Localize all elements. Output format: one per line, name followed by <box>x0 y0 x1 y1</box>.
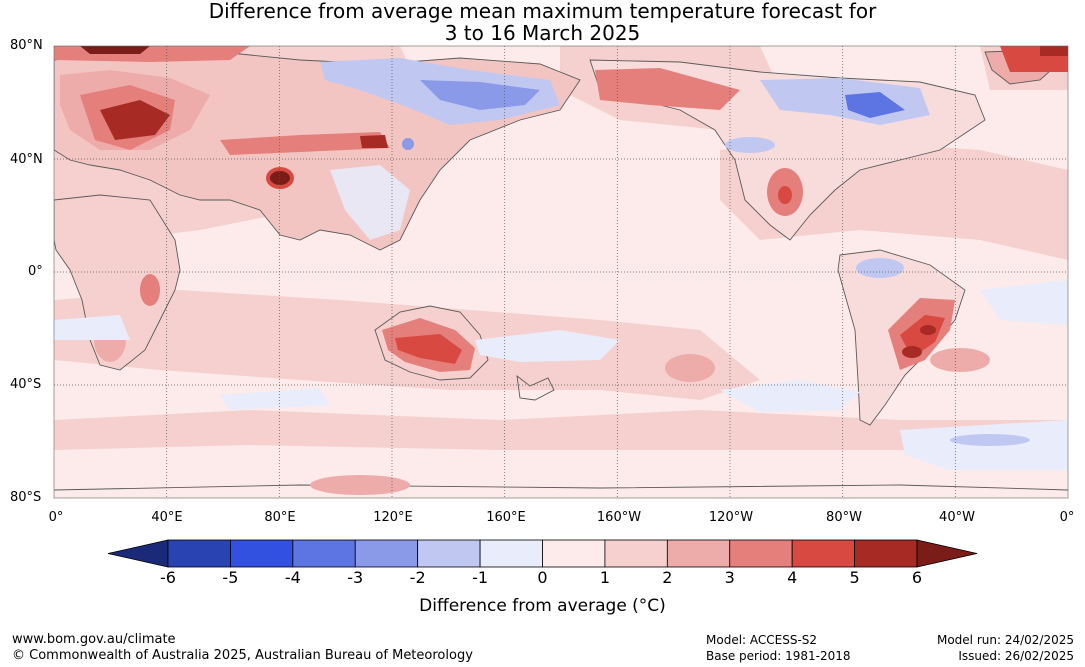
colorbar-tick-label: -4 <box>284 568 301 587</box>
colorbar-tick-label: -2 <box>409 568 426 587</box>
colorbar-swatch <box>479 539 543 568</box>
colorbar-label: Difference from average (°C) <box>419 596 666 616</box>
colorbar-extend-low <box>107 539 169 568</box>
colorbar-tick-label: 5 <box>849 568 860 587</box>
colorbar-tick-label: -3 <box>347 568 364 587</box>
lon-label-40w: 40°W <box>939 510 975 525</box>
colorbar-swatch <box>666 539 731 568</box>
anomaly-field <box>54 46 1068 495</box>
graticule <box>54 46 1068 498</box>
colorbar-tick-label: 0 <box>537 568 548 587</box>
lon-label-80w: 80°W <box>826 510 862 525</box>
lat-label-40s: 40°S <box>10 377 42 392</box>
copyright-text: © Commonwealth of Australia 2025, Austra… <box>12 648 473 663</box>
colorbar-tick-label: 1 <box>599 568 610 587</box>
colorbar-swatch <box>542 539 606 568</box>
colorbar-tick-label: 4 <box>787 568 798 587</box>
colorbar-tick-label: -6 <box>160 568 176 587</box>
website-text: www.bom.gov.au/climate <box>12 632 176 647</box>
colorbar-swatch <box>354 539 419 568</box>
lon-label-0-east: 0° <box>1059 510 1075 525</box>
lon-label-0-west: 0° <box>48 510 64 525</box>
map-title-line-1: Difference from average mean maximum tem… <box>208 0 877 23</box>
base-period-text: Base period: 1981-2018 <box>706 649 851 663</box>
colorbar-swatch <box>292 539 356 568</box>
lon-label-40e: 40°E <box>151 510 183 525</box>
model-text: Model: ACCESS-S2 <box>706 633 818 647</box>
colorbar-swatch <box>791 539 855 568</box>
lat-label-equator: 0° <box>28 264 43 279</box>
lon-label-160e: 160°E <box>486 510 526 525</box>
colorbar-tick-label: -5 <box>222 568 239 587</box>
colorbar-tick-label: 3 <box>724 568 735 587</box>
lon-label-80e: 80°E <box>264 510 296 525</box>
lat-label-40n: 40°N <box>10 152 43 167</box>
map-frame <box>53 45 1069 499</box>
colorbar-tick-label: 2 <box>662 568 673 587</box>
colorbar-tick-label: -1 <box>472 568 489 587</box>
lat-label-80n: 80°N <box>10 38 43 53</box>
colorbar-swatch <box>729 539 793 568</box>
lon-label-160w: 160°W <box>596 510 642 525</box>
colorbar <box>107 539 978 568</box>
lon-label-120e: 120°E <box>373 510 413 525</box>
colorbar-tick-label: 6 <box>911 568 923 587</box>
colorbar-swatch <box>417 539 481 568</box>
colorbar-swatch <box>230 539 294 568</box>
issued-text: Issued: 26/02/2025 <box>958 649 1074 663</box>
map-title-line-2: 3 to 16 March 2025 <box>444 21 641 45</box>
colorbar-swatch <box>167 539 231 568</box>
colorbar-swatch <box>604 539 668 568</box>
model-run-text: Model run: 24/02/2025 <box>936 633 1074 647</box>
colorbar-extend-high <box>916 539 978 568</box>
colorbar-swatch <box>854 539 918 568</box>
lon-label-120w: 120°W <box>708 510 754 525</box>
lat-label-80s: 80°S <box>10 490 42 505</box>
